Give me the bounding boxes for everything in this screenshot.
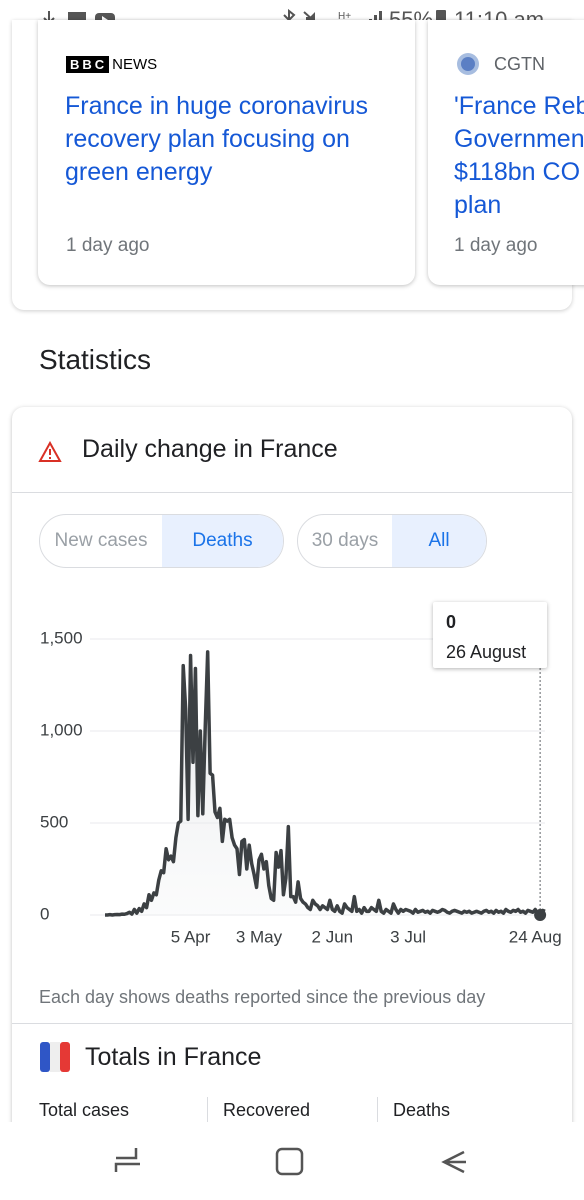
stats-card: Daily change in France New cases Deaths … xyxy=(12,407,572,1167)
y-tick-label: 0 xyxy=(40,904,49,923)
totals-title: Totals in France xyxy=(85,1043,262,1071)
column-separator xyxy=(207,1097,208,1123)
tooltip-value: 0 xyxy=(446,612,457,632)
x-tick-label: 3 Jul xyxy=(390,927,426,946)
metric-tab[interactable]: New cases xyxy=(54,530,148,551)
x-tick-label: 5 Apr xyxy=(171,927,211,946)
recent-apps-button[interactable] xyxy=(110,1146,146,1176)
title-line: plan xyxy=(454,191,502,219)
flag-icon xyxy=(40,1042,70,1072)
news-time: 1 day ago xyxy=(454,235,538,256)
footnote: Each day shows deaths reported since the… xyxy=(39,987,486,1007)
column-separator xyxy=(377,1097,378,1123)
range-tab[interactable]: All xyxy=(392,515,486,567)
card-title: Daily change in France xyxy=(82,435,338,463)
source-name: NEWS xyxy=(112,56,158,73)
news-card[interactable]: BBC NEWS France in huge coronavirus reco… xyxy=(38,20,415,285)
totals-column: Recovered xyxy=(223,1100,311,1120)
tooltip-date: 26 August xyxy=(446,642,527,662)
news-title: France in huge coronavirus recovery plan… xyxy=(65,90,368,189)
tooltip: 0 26 August xyxy=(433,602,547,668)
y-tick-label: 1,500 xyxy=(40,628,83,647)
x-tick-label: 2 Jun xyxy=(312,927,354,946)
source-name: CGTN xyxy=(494,53,545,74)
title-line: Governmen xyxy=(454,125,584,153)
title-line: 'France Reb xyxy=(454,92,584,120)
svg-text:H+: H+ xyxy=(338,11,351,22)
home-button[interactable] xyxy=(274,1146,306,1178)
area-fill xyxy=(105,651,545,915)
metric-toggle: New cases Deaths xyxy=(39,514,284,568)
news-title: 'France Reb Governmen $118bn CO plan xyxy=(454,90,584,222)
news-source: BBC NEWS xyxy=(66,56,157,73)
range-tab[interactable]: 30 days xyxy=(311,530,379,551)
title-line: $118bn CO xyxy=(454,158,581,186)
source-icon xyxy=(457,53,479,75)
x-tick-label: 24 Aug xyxy=(509,927,562,946)
totals-column: Deaths xyxy=(393,1100,451,1120)
x-tick-label: 3 May xyxy=(236,927,283,946)
section-heading: Statistics xyxy=(39,344,152,375)
y-tick-label: 500 xyxy=(40,812,68,831)
nav-bar xyxy=(0,1122,584,1200)
source-logo: BBC xyxy=(66,56,110,73)
tooltip-dot xyxy=(534,909,547,921)
news-time: 1 day ago xyxy=(66,235,150,256)
title-line: France in huge coronavirus xyxy=(65,92,368,120)
line xyxy=(105,650,546,917)
title-line: green energy xyxy=(65,158,213,186)
title-line: recovery plan focusing on xyxy=(65,125,350,153)
y-tick-label: 1,000 xyxy=(40,720,83,739)
news-source: CGTN xyxy=(456,52,545,76)
alert-icon xyxy=(38,441,62,462)
back-button[interactable] xyxy=(438,1146,470,1178)
metric-tab[interactable]: Deaths xyxy=(162,515,283,567)
divider xyxy=(12,1023,572,1024)
divider xyxy=(12,492,572,493)
range-toggle: 30 days All xyxy=(297,514,487,568)
news-card[interactable]: CGTN 'France Reb Governmen $118bn CO pla… xyxy=(428,20,584,285)
totals-column: Total cases xyxy=(39,1100,130,1120)
